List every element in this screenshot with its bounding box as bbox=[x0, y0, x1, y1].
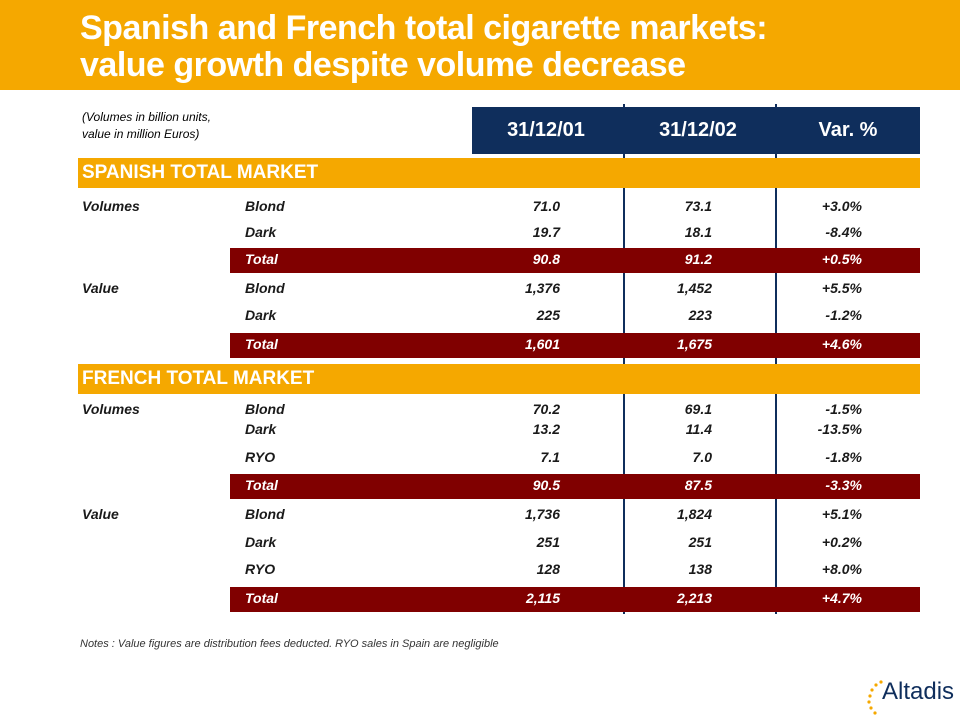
footnote: Notes : Value figures are distribution f… bbox=[80, 638, 499, 650]
row-item-label: Total bbox=[245, 477, 278, 493]
row-item-label: Total bbox=[245, 336, 278, 352]
value-2001: 90.5 bbox=[532, 477, 560, 493]
section-header-bar bbox=[78, 364, 920, 394]
units-note: (Volumes in billion units, value in mill… bbox=[82, 109, 211, 143]
page-title-line-1: Spanish and French total cigarette marke… bbox=[80, 9, 768, 47]
variation-percent: +5.1% bbox=[821, 506, 862, 522]
value-2001: 225 bbox=[536, 307, 560, 323]
page-title-line-2: value growth despite volume decrease bbox=[80, 46, 686, 84]
value-2002: 7.0 bbox=[692, 449, 712, 465]
value-2002: 11.4 bbox=[685, 421, 712, 437]
column-divider bbox=[775, 104, 777, 614]
value-2002: 91.2 bbox=[684, 251, 712, 267]
column-header: Var. % bbox=[818, 119, 878, 141]
value-2001: 19.7 bbox=[532, 224, 560, 240]
column-header: 31/12/01 bbox=[507, 119, 585, 141]
row-item-label: RYO bbox=[245, 561, 276, 577]
value-2001: 13.2 bbox=[532, 421, 560, 437]
row-item-label: Dark bbox=[245, 307, 277, 323]
row-item-label: Blond bbox=[245, 198, 285, 214]
page-title: Spanish and French total cigarette marke… bbox=[80, 9, 768, 84]
variation-percent: +8.0% bbox=[821, 561, 862, 577]
value-2002: 73.1 bbox=[684, 198, 712, 214]
title-bar bbox=[0, 0, 960, 90]
section-header-bar bbox=[78, 158, 920, 188]
value-2002: 1,824 bbox=[676, 506, 712, 522]
value-2002: 87.5 bbox=[684, 477, 712, 493]
value-2001: 1,736 bbox=[524, 506, 560, 522]
row-group-label: Value bbox=[82, 280, 119, 296]
row-item-label: Blond bbox=[245, 280, 285, 296]
altadis-logo-dots-icon bbox=[867, 680, 883, 715]
row-item-label: Total bbox=[245, 590, 278, 606]
column-header-band bbox=[472, 107, 920, 154]
variation-percent: -1.2% bbox=[825, 307, 862, 323]
variation-percent: -13.5% bbox=[817, 421, 862, 437]
units-note-line-2: value in million Euros) bbox=[82, 127, 200, 141]
section-header-label: FRENCH TOTAL MARKET bbox=[82, 368, 315, 389]
variation-percent: +4.7% bbox=[821, 590, 862, 606]
value-2002: 251 bbox=[688, 534, 712, 550]
row-group-label: Volumes bbox=[82, 198, 140, 214]
value-2002: 1,452 bbox=[676, 280, 712, 296]
column-header: 31/12/02 bbox=[659, 119, 737, 141]
altadis-logo-text: Altadis bbox=[882, 678, 955, 705]
value-2001: 7.1 bbox=[540, 449, 560, 465]
value-2002: 18.1 bbox=[684, 224, 712, 240]
row-group-label: Value bbox=[82, 506, 119, 522]
row-item-label: Dark bbox=[245, 534, 277, 550]
value-2001: 1,376 bbox=[524, 280, 560, 296]
row-item-label: Blond bbox=[245, 506, 285, 522]
value-2001: 1,601 bbox=[524, 336, 560, 352]
row-item-label: Blond bbox=[245, 401, 285, 417]
variation-percent: +0.5% bbox=[821, 251, 862, 267]
variation-percent: -1.5% bbox=[825, 401, 862, 417]
value-2002: 2,213 bbox=[676, 590, 712, 606]
row-item-label: Dark bbox=[245, 224, 277, 240]
total-row-bar bbox=[230, 587, 920, 612]
variation-percent: -3.3% bbox=[825, 477, 862, 493]
value-2001: 71.0 bbox=[532, 198, 560, 214]
value-2001: 251 bbox=[536, 534, 560, 550]
variation-percent: +4.6% bbox=[821, 336, 862, 352]
variation-percent: +0.2% bbox=[821, 534, 862, 550]
value-2002: 1,675 bbox=[676, 336, 712, 352]
total-row-bar bbox=[230, 333, 920, 358]
value-2001: 2,115 bbox=[526, 590, 560, 606]
total-row-bar bbox=[230, 248, 920, 273]
variation-percent: -8.4% bbox=[825, 224, 862, 240]
row-item-label: RYO bbox=[245, 449, 276, 465]
value-2001: 128 bbox=[536, 561, 560, 577]
variation-percent: +3.0% bbox=[821, 198, 862, 214]
units-note-line-1: (Volumes in billion units, bbox=[82, 110, 211, 124]
column-divider bbox=[623, 104, 625, 614]
value-2001: 70.2 bbox=[532, 401, 560, 417]
section-header-label: SPANISH TOTAL MARKET bbox=[82, 162, 319, 183]
row-group-label: Volumes bbox=[82, 401, 140, 417]
value-2002: 138 bbox=[688, 561, 712, 577]
variation-percent: -1.8% bbox=[825, 449, 862, 465]
variation-percent: +5.5% bbox=[821, 280, 862, 296]
value-2002: 223 bbox=[688, 307, 712, 323]
total-row-bar bbox=[230, 474, 920, 499]
value-2001: 90.8 bbox=[532, 251, 560, 267]
row-item-label: Dark bbox=[245, 421, 277, 437]
value-2002: 69.1 bbox=[684, 401, 712, 417]
row-item-label: Total bbox=[245, 251, 278, 267]
